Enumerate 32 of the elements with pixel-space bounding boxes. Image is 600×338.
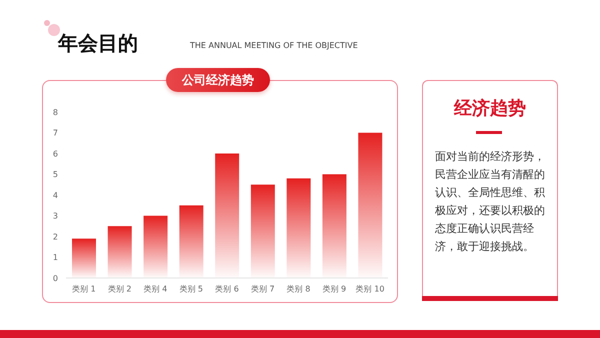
x-tick-label: 类别 6 xyxy=(215,284,239,294)
bar xyxy=(108,226,132,278)
bar xyxy=(286,178,311,278)
x-tick-label: 类别 1 xyxy=(72,284,96,294)
y-tick-label: 7 xyxy=(52,128,58,138)
y-tick-label: 2 xyxy=(52,232,58,242)
x-tick-label: 类别 10 xyxy=(356,284,384,294)
y-tick-label: 3 xyxy=(52,212,58,221)
x-tick-label: 类别 8 xyxy=(286,284,310,294)
y-tick-label: 8 xyxy=(52,108,58,117)
bar xyxy=(215,154,240,278)
y-tick-label: 6 xyxy=(52,149,58,158)
text: 经济趋势 xyxy=(452,97,527,120)
bar xyxy=(72,238,96,278)
bar xyxy=(144,216,168,278)
y-tick-label: 0 xyxy=(52,274,58,283)
y-tick-label: 4 xyxy=(52,190,58,200)
x-tick-label: 类别 5 xyxy=(179,284,204,294)
y-tick-label: 5 xyxy=(52,170,58,180)
bar xyxy=(179,205,204,278)
chart-subtitle: THE ANNUAL MEETING OF THE OBJECTIVE xyxy=(190,41,358,50)
x-tick-label: 类别 2 xyxy=(108,284,132,294)
text: 面对当前的经济形势，民营企业应当有清醒的认识、全局性思维、积极应对，还要以积极的态度正确认识民营经济，敢于迎接挑战。 xyxy=(435,149,546,255)
x-axis-title: 公司经济趋势 xyxy=(166,68,270,92)
x-tick-label: 类别 7 xyxy=(250,284,275,294)
chart-title: 年会目的 xyxy=(58,30,138,57)
y-tick-label: 1 xyxy=(52,253,58,262)
bar xyxy=(358,132,382,278)
bar xyxy=(322,174,346,278)
bar xyxy=(250,184,275,278)
x-tick-label: 类别 4 xyxy=(144,284,168,294)
x-tick-label: 类别 9 xyxy=(322,284,346,294)
